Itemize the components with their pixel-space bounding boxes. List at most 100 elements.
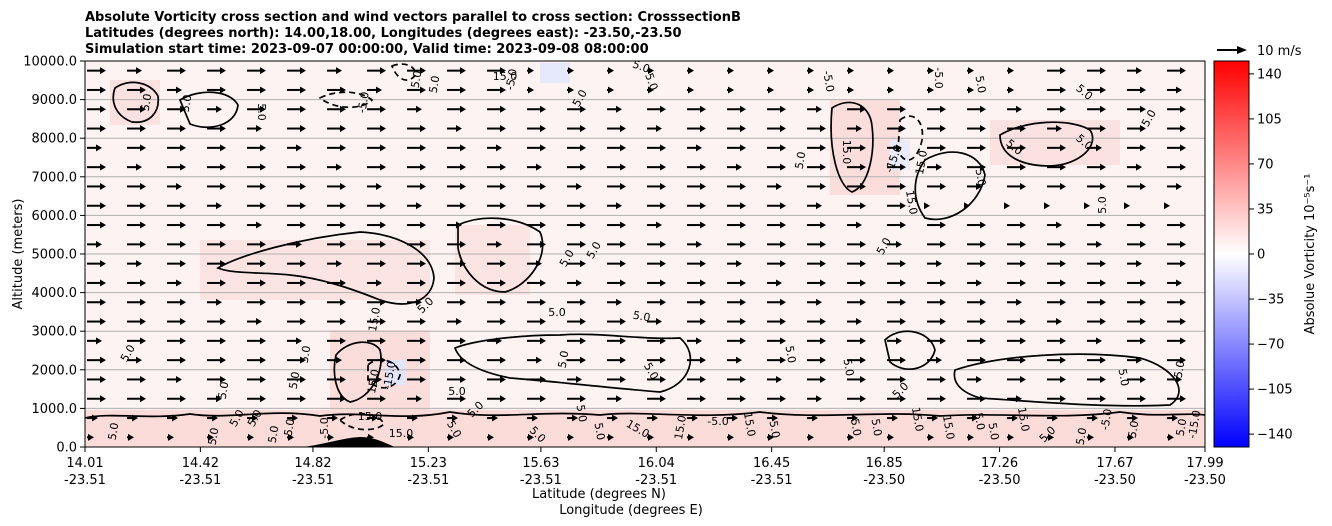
wind-vector-head	[460, 105, 466, 113]
wind-vector-head	[820, 182, 826, 190]
wind-vector-head	[296, 337, 302, 345]
wind-vector-head	[260, 105, 266, 113]
wind-vector-head	[296, 240, 302, 248]
wind-vector-head	[568, 67, 574, 75]
wind-vector-head	[656, 125, 662, 133]
wind-vector-head	[768, 67, 774, 75]
wind-vector-head	[1180, 395, 1186, 403]
wind-vector-head	[820, 144, 826, 152]
wind-vector-head	[656, 221, 662, 229]
wind-vector-head	[660, 260, 666, 268]
wind-vector-head	[1100, 86, 1106, 94]
wind-vector-head	[1020, 240, 1026, 248]
wind-vector-head	[1140, 240, 1146, 248]
wind-vector-head	[460, 240, 466, 248]
x-tick-label-longitude: -23.51	[407, 473, 449, 488]
wind-vector-head	[860, 105, 866, 113]
wind-vector-head	[1140, 125, 1146, 133]
wind-vector-head	[1060, 163, 1066, 171]
contour-line	[112, 81, 160, 123]
wind-vector-head	[216, 105, 222, 113]
wind-vector-head	[1132, 414, 1138, 422]
wind-vector-head	[816, 395, 822, 403]
wind-vector-head	[500, 125, 506, 133]
wind-vector-head	[896, 337, 902, 345]
wind-vector-head	[1140, 105, 1146, 113]
wind-vector-head	[220, 221, 226, 229]
wind-vector-head	[620, 279, 626, 287]
wind-vector-head	[768, 433, 774, 441]
colorbar-tick-label: 0	[1257, 248, 1265, 263]
wind-vector-head	[780, 163, 786, 171]
wind-vector-head	[968, 67, 974, 75]
wind-vector-head	[420, 221, 426, 229]
wind-vector-head	[860, 182, 866, 190]
colorbar-tick-label: −70	[1257, 338, 1284, 353]
contour-label: 5.0	[216, 381, 232, 400]
wind-vector-head	[740, 337, 746, 345]
wind-vector-head	[940, 395, 946, 403]
wind-vector-head	[460, 86, 466, 94]
wind-vector-head	[220, 375, 226, 383]
wind-vector-head	[1060, 395, 1066, 403]
wind-vector-head	[660, 202, 666, 210]
wind-vector-head	[336, 260, 342, 268]
wind-vector-head	[540, 125, 546, 133]
wind-vector-head	[1020, 125, 1026, 133]
wind-vector-head	[88, 433, 94, 441]
wind-vector-head	[140, 375, 146, 383]
wind-vector-head	[892, 414, 898, 422]
y-tick-label: 6000.0	[32, 209, 78, 224]
wind-vector-head	[140, 337, 146, 345]
wind-vector-head	[136, 163, 142, 171]
wind-vector-head	[980, 144, 986, 152]
wind-vector-head	[340, 298, 346, 306]
wind-vector-head	[256, 318, 262, 326]
wind-vector-head	[420, 356, 426, 364]
wind-vector-head	[660, 105, 666, 113]
wind-vector-head	[260, 279, 266, 287]
wind-vector-head	[1100, 67, 1106, 75]
wind-vector-head	[1140, 375, 1146, 383]
wind-vector-head	[1176, 182, 1182, 190]
wind-vector-head	[728, 86, 734, 94]
wind-vector-head	[1016, 105, 1022, 113]
wind-vector-head	[412, 414, 418, 422]
wind-vector-head	[460, 337, 466, 345]
wind-vector-head	[496, 337, 502, 345]
wind-vector-head	[936, 163, 942, 171]
wind-vector-head	[1020, 375, 1026, 383]
x-tick-label-latitude: 16.04	[638, 456, 675, 471]
wind-vector-head	[180, 221, 186, 229]
wind-vector-head	[208, 433, 214, 441]
wind-vector-head	[300, 86, 306, 94]
wind-vector-head	[1136, 67, 1142, 75]
contour-label: 5.0	[767, 420, 783, 439]
wind-vector-head	[576, 375, 582, 383]
wind-vector-head	[220, 318, 226, 326]
wind-vector-head	[1172, 414, 1178, 422]
negative-vorticity-patch	[540, 63, 570, 83]
wind-vector-head	[700, 202, 706, 210]
wind-vector-head	[460, 202, 466, 210]
wind-vector-head	[700, 298, 706, 306]
wind-vector-head	[616, 105, 622, 113]
wind-vector-head	[940, 279, 946, 287]
wind-vector-head	[100, 221, 106, 229]
colorbar-tick-label: 140	[1257, 67, 1282, 82]
wind-vector-head	[660, 240, 666, 248]
wind-vector-head	[100, 318, 106, 326]
x-tick-label-longitude: -23.50	[863, 473, 905, 488]
wind-vector-head	[980, 395, 986, 403]
wind-vector-head	[576, 182, 582, 190]
wind-vector-head	[300, 202, 306, 210]
wind-vector-head	[776, 375, 782, 383]
wind-vector-head	[620, 356, 626, 364]
wind-vector-head	[976, 375, 982, 383]
wind-vector-head	[980, 240, 986, 248]
wind-vector-head	[1140, 298, 1146, 306]
wind-vector-head	[808, 433, 814, 441]
contour-line	[178, 91, 239, 128]
contour-label: 15.0	[1015, 406, 1032, 432]
wind-vector-head	[740, 375, 746, 383]
